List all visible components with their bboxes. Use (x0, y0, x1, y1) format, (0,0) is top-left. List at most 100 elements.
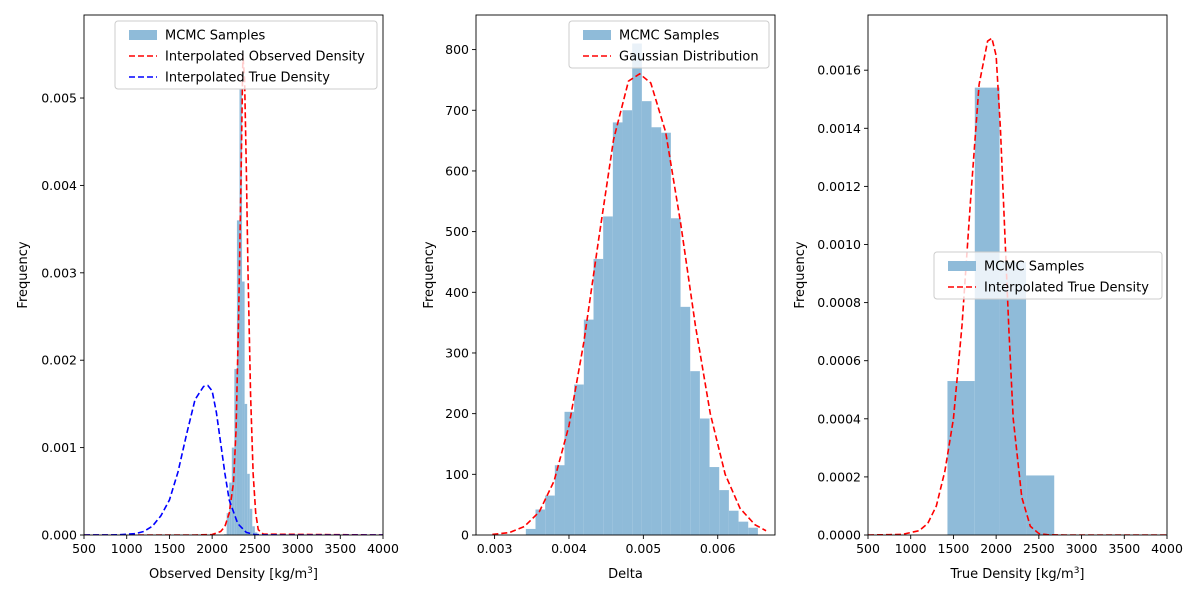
histogram-bar (690, 371, 700, 535)
histogram-bar (719, 490, 729, 535)
histogram-bar (226, 513, 230, 535)
x-tick-label: 1000 (895, 541, 927, 556)
subplot-1: 500 1000 1500 2000 2500 3000 3500 4000 0.000 0.00… (16, 14, 399, 582)
y-tick-label: 300 (445, 345, 469, 360)
x-axis-label-main: Observed Density [kg/m (149, 567, 307, 582)
legend-label: Interpolated True Density (165, 71, 330, 86)
legend-label: MCMC Samples (165, 29, 265, 44)
legend: MCMC Samples Interpolated Observed Densit… (114, 20, 378, 90)
y-tick-label: 0.001 (41, 440, 77, 455)
histogram-bar (974, 87, 1000, 535)
y-tick-label: 0.0004 (817, 411, 861, 426)
x-axis-label-end: ] (1079, 567, 1084, 582)
x-tick-label: 500 (856, 541, 880, 556)
y-tick-label: 0.002 (41, 353, 77, 368)
x-axis-label: True Density [kg/m3] (949, 566, 1084, 582)
y-tick-label: 0.0014 (817, 121, 861, 136)
histogram-bar (244, 403, 248, 535)
legend-label: MCMC Samples (619, 29, 719, 44)
histogram-bar (632, 43, 642, 535)
x-axis-label: Observed Density [kg/m3] (149, 566, 318, 582)
histogram-bar (231, 447, 235, 535)
x-tick-label: 0.005 (625, 541, 661, 556)
x-tick-label: 1000 (111, 541, 143, 556)
y-tick-label: 200 (445, 406, 469, 421)
y-tick-label: 0.0010 (817, 237, 861, 252)
histogram-bar (947, 381, 975, 535)
x-tick-label: 4000 (1151, 541, 1183, 556)
x-tick-label: 3500 (1108, 541, 1140, 556)
axes-frame (867, 14, 1168, 536)
histogram-bar (254, 532, 258, 535)
histogram-bar (239, 89, 243, 535)
histogram-bar (564, 411, 575, 535)
legend-swatch-histogram (583, 30, 611, 40)
density-curve (84, 384, 383, 535)
y-tick-label: 0.004 (41, 178, 77, 193)
legend-label: Gaussian Distribution (619, 50, 759, 65)
legend: MCMC Samples Gaussian Distribution (568, 20, 770, 69)
x-axis-label-main: True Density [kg/m (949, 567, 1073, 582)
subplot-2: 0.003 0.004 0.005 0.006 0 100 200 300 400 500 600 7… (422, 14, 776, 582)
axes-frame (475, 14, 776, 536)
histogram-bar (709, 467, 720, 535)
histogram-bar (535, 509, 546, 535)
density-curve (868, 36, 1167, 535)
x-tick-label: 4000 (367, 541, 399, 556)
x-tick-label: 2500 (1023, 541, 1055, 556)
histogram-bar (545, 495, 555, 535)
histogram-bar (525, 528, 536, 535)
histogram-bar (641, 101, 652, 535)
histogram-bar (247, 473, 250, 535)
histogram-bar (651, 127, 662, 535)
y-tick-label: 600 (445, 163, 469, 178)
legend-box (568, 20, 770, 69)
histogram-bar (612, 122, 623, 535)
x-tick-label: 2000 (196, 541, 228, 556)
histogram-bar (661, 132, 671, 535)
x-tick-label: 3000 (1066, 541, 1098, 556)
histogram-bar (699, 418, 710, 535)
histogram-bar (738, 521, 749, 535)
histogram-bar (574, 384, 584, 535)
x-tick-label: 2500 (239, 541, 271, 556)
histogram-bar (670, 218, 681, 535)
y-tick-label: 0.0002 (817, 469, 861, 484)
x-axis-label: Delta (608, 567, 643, 582)
legend-box (933, 251, 1163, 300)
legend-box (114, 20, 378, 90)
y-tick-label: 100 (445, 467, 469, 482)
subplot-3: 500 1000 1500 2000 2500 3000 3500 4000 0.0000 0.0… (793, 14, 1183, 582)
x-axis-label-sup: 3 (307, 566, 313, 576)
x-axis-label-end: ] (313, 567, 318, 582)
y-tick-label: 0.0008 (817, 295, 861, 310)
axes-frame (83, 14, 384, 536)
x-tick-label: 0.006 (700, 541, 736, 556)
histogram-bar (236, 220, 240, 535)
histogram-bar (252, 526, 255, 535)
plot-area (84, 54, 383, 535)
histogram-bar (748, 527, 758, 535)
plot-area (868, 36, 1167, 535)
y-tick-label: 700 (445, 103, 469, 118)
y-tick-label: 0.005 (41, 91, 77, 106)
x-tick-label: 1500 (154, 541, 186, 556)
x-tick-label: 500 (72, 541, 96, 556)
histogram-bar (593, 258, 604, 535)
plot-area (492, 43, 767, 535)
histogram-bar (242, 281, 245, 535)
x-tick-label: 0.003 (477, 541, 513, 556)
histogram-bar (249, 508, 253, 535)
y-tick-label: 0.0000 (817, 528, 861, 543)
x-axis-label-sup: 3 (1074, 566, 1080, 576)
y-tick-label: 0.0006 (817, 353, 861, 368)
density-curve (492, 72, 767, 535)
y-tick-label: 0.0016 (817, 63, 861, 78)
x-tick-label: 3500 (324, 541, 356, 556)
legend-label: MCMC Samples (984, 260, 1084, 275)
legend-label: Interpolated Observed Density (165, 50, 365, 65)
y-tick-label: 500 (445, 224, 469, 239)
y-tick-label: 0 (461, 528, 469, 543)
legend-swatch-histogram (948, 261, 976, 271)
